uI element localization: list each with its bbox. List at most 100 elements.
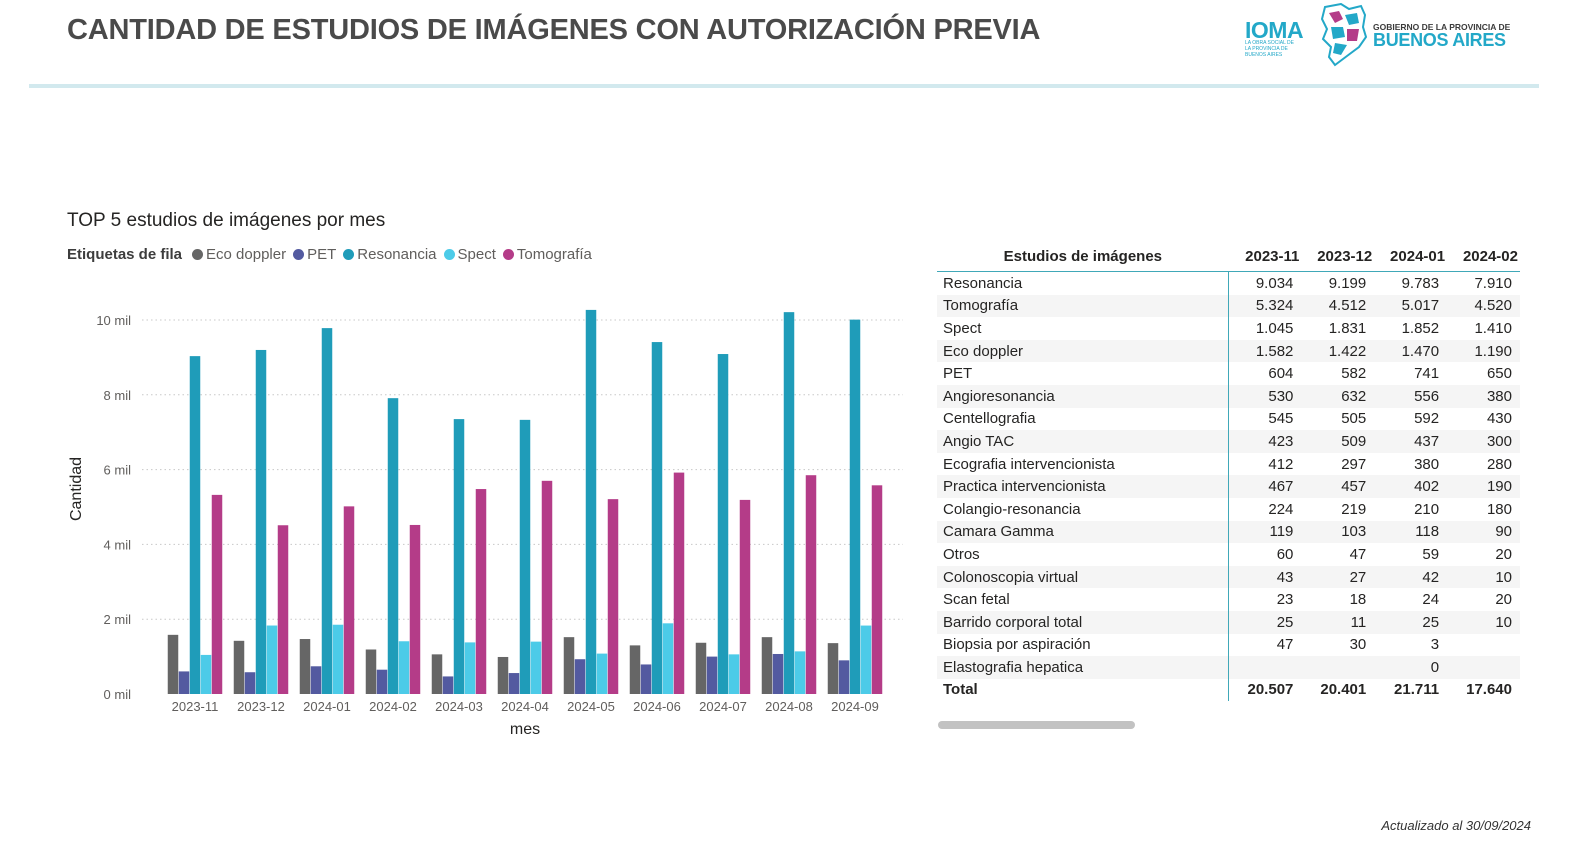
legend-item[interactable]: Spect [443,246,496,263]
bar-resonancia [453,419,465,694]
table-row[interactable]: Tomografía 5.324 4.512 5.017 4.520 [937,294,1520,318]
bar-tomograf-a [211,494,223,694]
bar-resonancia [717,354,729,694]
legend-dot-icon [192,249,204,260]
table-row[interactable]: Colonoscopia virtual 43 27 42 10 [937,565,1520,589]
legend-item[interactable]: Tomografía [502,246,592,263]
table-row[interactable]: Camara Gamma 119 103 118 90 [937,520,1520,544]
table-cell-name: Ecografia intervencionista [937,452,1230,476]
legend-label: PET [307,246,337,263]
data-table-container: Estudios de imágenes 2023-11 2023-12 202… [937,241,1520,711]
bar-spect [596,653,608,694]
table-cell-value: 60 [1276,545,1294,563]
table-cell-value: 47 [1276,636,1294,654]
legend-label: Resonancia [357,246,437,263]
x-tick-label: 2023-12 [237,699,285,714]
table-cell-name: Resonancia [937,271,1230,295]
table-cell-value: 1.831 [1328,319,1367,337]
ioma-logo-subtext: LA OBRA SOCIAL DE LA PROVINCIA DE BUENOS… [1245,40,1295,58]
x-tick-label: 2024-07 [699,699,747,714]
table-cell-value: 11 [1301,610,1375,634]
table-total-row[interactable]: Total 20.507 20.401 21.711 17.640 [937,678,1520,702]
table-cell-value: 18 [1349,591,1367,609]
table-cell-name: Spect [937,317,1230,340]
table-row[interactable]: Resonancia 9.034 9.199 9.783 7.910 [937,271,1520,295]
table-cell-name: Biopsia por aspiración [937,633,1230,657]
table-cell-value: 43 [1228,565,1302,589]
table-cell-value: 219 [1341,500,1367,518]
bar-resonancia [255,349,267,694]
table-row[interactable]: PET 604 582 741 650 [937,362,1520,385]
bar-pet [574,659,586,694]
table-row[interactable]: Ecografia intervencionista 412 297 380 280 [937,452,1520,476]
table-cell-value: 27 [1301,565,1375,589]
bar-tomograf-a [673,472,685,694]
table-cell-value: 20.507 [1247,681,1294,699]
table-header-col[interactable]: 2023-12 [1317,247,1373,265]
table-cell-value: 7.910 [1474,274,1512,292]
table-header-name[interactable]: Estudios de imágenes [1003,247,1163,265]
data-table: Estudios de imágenes 2023-11 2023-12 202… [937,241,1520,702]
table-cell-value: 380 [1414,455,1440,473]
table-row[interactable]: Otros 60 47 59 20 [937,543,1520,566]
table-cell-value: 545 [1268,410,1294,428]
table-row[interactable]: Eco doppler 1.582 1.422 1.470 1.190 [937,339,1520,363]
table-row[interactable]: Practica intervencionista 467 457 402 190 [937,475,1520,498]
table-cell-value: 10 [1447,565,1520,589]
table-cell-value: 9.034 [1255,274,1294,292]
table-cell-value: 437 [1374,430,1448,453]
table-cell-value: 24 [1422,591,1440,609]
legend-title: Etiquetas de fila [67,246,183,263]
table-cell-value: 30 [1349,636,1367,654]
legend-item[interactable]: PET [293,246,336,263]
table-header-row: Estudios de imágenes 2023-11 2023-12 202… [937,241,1520,272]
table-cell-value: 119 [1228,520,1302,544]
header-divider [29,84,1539,88]
bar-spect [530,641,542,694]
table-row[interactable]: Centellografia 545 505 592 430 [937,407,1520,431]
table-header-col[interactable]: 2024-01 [1390,247,1446,265]
table-cell-name: Elastografia hepatica [937,656,1230,679]
table-cell-value: 1.045 [1255,319,1294,337]
bar-resonancia [519,419,531,694]
table-cell-value: 741 [1414,365,1440,383]
table-header-col[interactable]: 2024-02 [1462,247,1518,265]
table-cell-value: 20.401 [1320,681,1367,699]
y-tick-label: 8 mil [104,388,132,403]
bar-pet [376,669,388,694]
table-cell-value: 297 [1341,455,1367,473]
table-cell-name: Eco doppler [937,339,1230,363]
bar-spect [860,625,872,694]
bar-pet [508,673,520,694]
legend-label: Tomografía [516,246,592,263]
bar-eco-doppler [233,640,245,694]
table-row[interactable]: Colangio-resonancia 224 219 210 180 [937,497,1520,521]
bar-spect [662,623,674,694]
table-cell-value: 59 [1422,545,1440,563]
table-cell-value [1301,656,1375,679]
table-cell-value: 530 [1228,384,1302,408]
table-row[interactable]: Angio TAC 423 509 437 300 [937,430,1520,453]
table-row[interactable]: Biopsia por aspiración 47 30 3 [937,633,1520,657]
table-cell-name: Scan fetal [937,588,1230,611]
legend-item[interactable]: Eco doppler [192,246,286,263]
table-cell-value: 300 [1447,430,1520,453]
table-row[interactable]: Angioresonancia 530 632 556 380 [937,384,1520,408]
table-cell-value: 5.324 [1228,294,1302,318]
province-map-icon [1320,3,1368,67]
table-row[interactable]: Spect 1.045 1.831 1.852 1.410 [937,317,1520,340]
table-row[interactable]: Scan fetal 23 18 24 20 [937,588,1520,611]
table-cell-name: Colangio-resonancia [937,497,1230,521]
table-cell-name: PET [937,362,1230,385]
table-row[interactable]: Barrido corporal total 25 11 25 10 [937,610,1520,634]
table-row[interactable]: Elastografia hepatica 0 [937,656,1520,679]
brand-logo: IOMA LA OBRA SOCIAL DE LA PROVINCIA DE B… [1243,3,1513,67]
legend-dot-icon [293,249,305,260]
table-header-col[interactable]: 2023-11 [1245,247,1300,265]
legend-item[interactable]: Resonancia [343,246,437,263]
horizontal-scrollbar[interactable] [938,721,1135,729]
bar-tomograf-a [739,499,751,694]
table-cell-name: Colonoscopia virtual [937,565,1230,589]
bar-eco-doppler [167,634,179,694]
bar-resonancia [321,328,333,694]
